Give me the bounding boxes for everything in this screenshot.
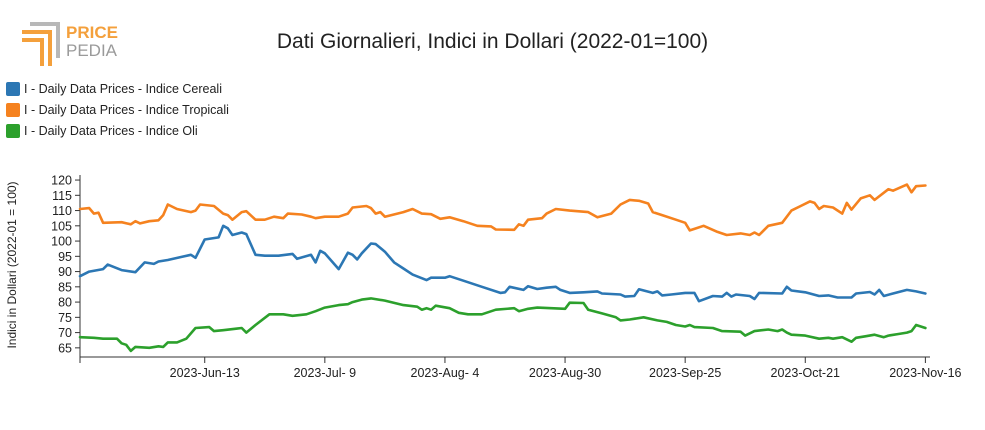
logo-text-line1: PRICE (66, 23, 118, 42)
logo-mark-gray (30, 22, 60, 58)
y-tick-label: 65 (58, 341, 72, 355)
chart-title: Dati Giornalieri, Indici in Dollari (202… (276, 30, 709, 53)
y-tick-label: 80 (58, 296, 72, 310)
y-tick-label: 105 (51, 219, 72, 233)
pricepedia-logo: PRICE PEDIA (22, 22, 118, 66)
legend-label-oli: I - Daily Data Prices - Indice Oli (24, 123, 198, 138)
legend-item-oli[interactable]: I - Daily Data Prices - Indice Oli (6, 120, 229, 141)
y-tick-label: 110 (52, 204, 72, 218)
logo-mark-orange (22, 30, 52, 66)
series-line-oli (78, 297, 927, 353)
legend-item-cereali[interactable]: I - Daily Data Prices - Indice Cereali (6, 78, 229, 99)
y-tick-label: 115 (52, 189, 72, 203)
y-tick-label: 90 (58, 265, 72, 279)
logo-mark-orange-inner (22, 38, 44, 66)
x-tick-label: 2023-Aug-30 (529, 366, 601, 380)
x-tick-label: 2023-Nov-16 (889, 366, 961, 380)
x-tick-label: 2023-Oct-21 (771, 366, 841, 380)
y-tick-label: 120 (51, 174, 72, 188)
legend-label-cereali: I - Daily Data Prices - Indice Cereali (24, 81, 222, 96)
series-line-cereali (78, 224, 927, 303)
legend: I - Daily Data Prices - Indice Cereali I… (6, 78, 229, 141)
legend-label-tropicali: I - Daily Data Prices - Indice Tropicali (24, 102, 229, 117)
y-tick-label: 85 (58, 280, 72, 294)
y-tick-label: 75 (58, 311, 72, 325)
y-axis-title: Indici in Dollari (2022-01 = 100) (5, 181, 19, 348)
legend-item-tropicali[interactable]: I - Daily Data Prices - Indice Tropicali (6, 99, 229, 120)
x-tick-label: 2023-Jun-13 (170, 366, 240, 380)
legend-swatch-oli (6, 123, 20, 138)
y-tick-label: 70 (58, 326, 72, 340)
series-layer (78, 183, 927, 353)
x-axis: 2023-Jun-13 2023-Jul- 9 2023-Aug- 4 2023-Au… (79, 356, 962, 380)
x-tick-label: 2023-Aug- 4 (411, 366, 480, 380)
y-tick-label: 100 (51, 235, 72, 249)
logo-text-line2: PEDIA (66, 41, 118, 60)
legend-swatch-tropicali (6, 102, 20, 117)
x-tick-label: 2023-Sep-25 (649, 366, 721, 380)
legend-swatch-cereali (6, 81, 20, 96)
x-tick-label: 2023-Jul- 9 (294, 366, 357, 380)
y-tick-label: 95 (58, 250, 72, 264)
series-line-tropicali (78, 183, 927, 237)
